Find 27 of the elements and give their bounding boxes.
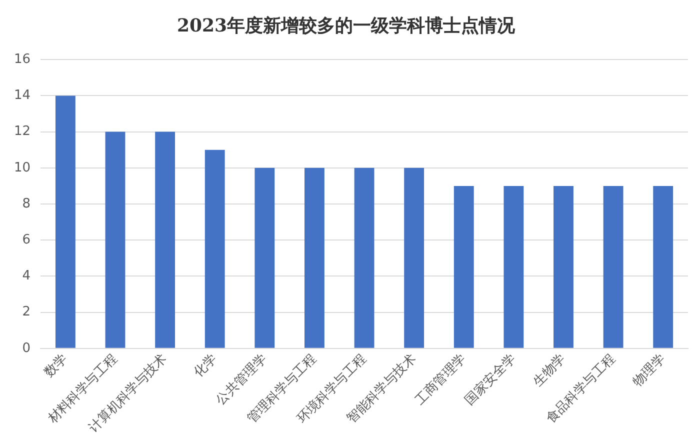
- bar: [155, 132, 176, 348]
- bar: [204, 150, 225, 348]
- bar: [504, 186, 524, 348]
- y-tick-label: 4: [22, 268, 31, 284]
- bar: [254, 168, 275, 348]
- bar: [304, 168, 324, 348]
- bar: [603, 186, 624, 348]
- x-tick-label: 物理学: [630, 352, 668, 390]
- y-tick-label: 10: [14, 160, 31, 176]
- bar: [354, 168, 374, 348]
- bar: [554, 186, 574, 348]
- y-tick-label: 12: [14, 124, 31, 140]
- y-tick-label: 14: [14, 88, 31, 104]
- bar: [653, 186, 674, 348]
- x-tick-label: 数学: [42, 352, 71, 381]
- x-tick-label: 化学: [191, 352, 220, 381]
- y-tick-label: 6: [22, 232, 31, 248]
- chart-title: 2023年度新增较多的一级学科博士点情况: [176, 15, 516, 36]
- bar: [105, 132, 126, 348]
- bar: [454, 186, 474, 348]
- bar: [404, 168, 424, 348]
- y-tick-label: 2: [22, 304, 31, 320]
- y-tick-label: 8: [22, 196, 31, 212]
- y-tick-label: 16: [14, 52, 31, 67]
- x-tick-label: 生物学: [530, 352, 569, 390]
- y-tick-label: 0: [22, 340, 31, 356]
- bar: [55, 96, 76, 348]
